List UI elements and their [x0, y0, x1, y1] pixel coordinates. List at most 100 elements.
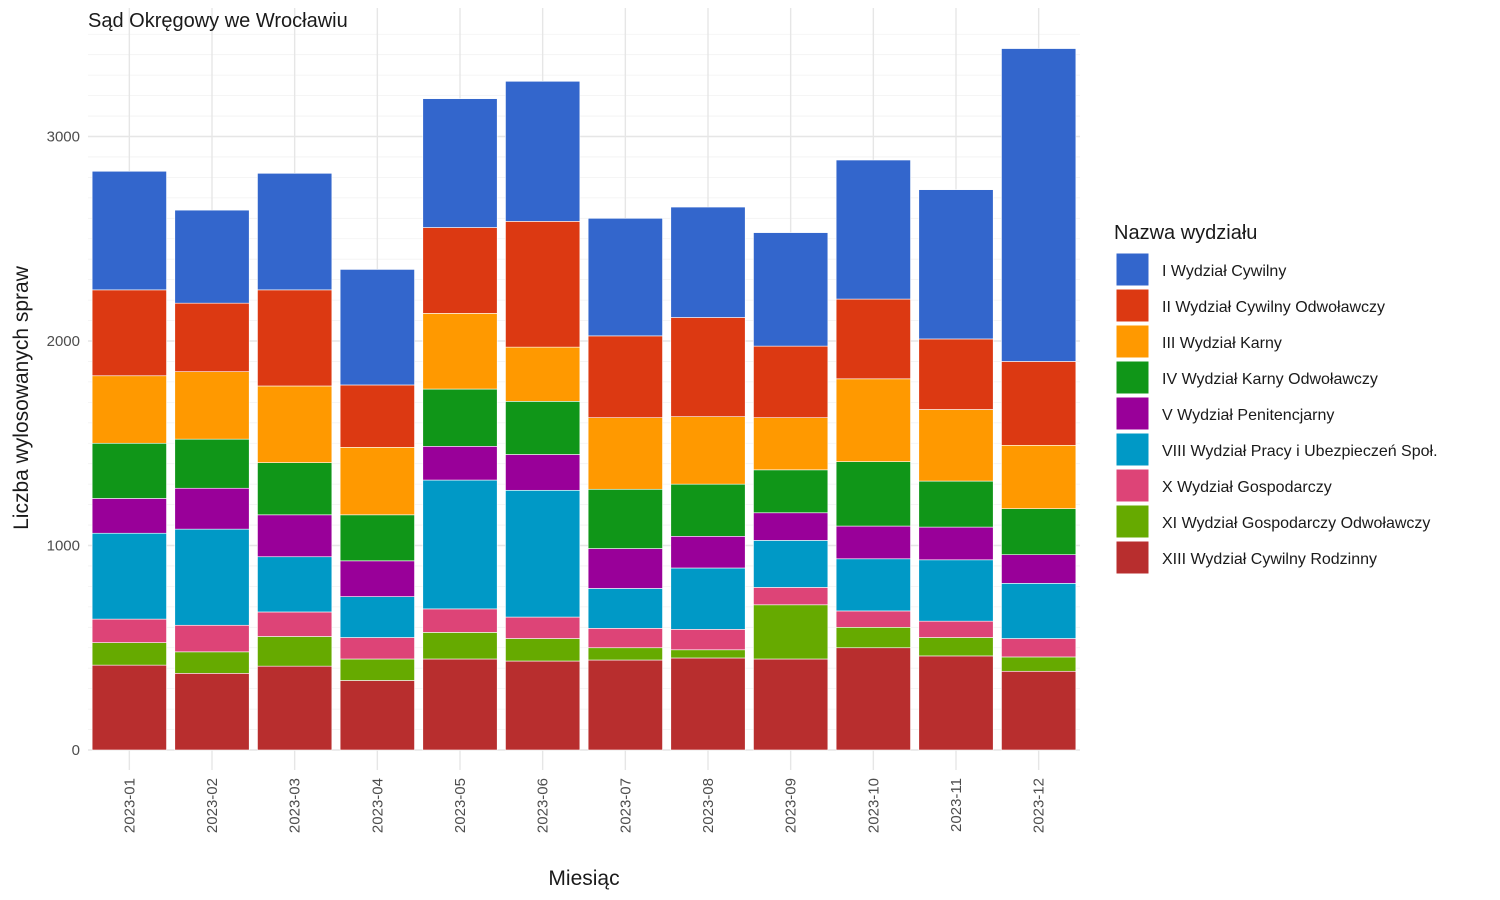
bar-segment — [505, 489, 581, 618]
bar-segment — [1001, 583, 1077, 639]
bar-segment — [257, 289, 333, 387]
bar-segment — [505, 454, 581, 491]
bar-segment — [505, 346, 581, 402]
bar-segment — [1001, 361, 1077, 446]
bar-segment — [174, 209, 250, 304]
bar-segment — [91, 618, 167, 643]
bar-segment — [422, 479, 498, 610]
y-tick-label: 2000 — [47, 333, 80, 350]
x-tick-label: 2023-06 — [535, 778, 552, 833]
legend-label: I Wydział Cywilny — [1162, 263, 1286, 280]
bar-segment — [753, 345, 829, 418]
bar-segment — [670, 649, 746, 659]
x-tick-label: 2023-01 — [121, 778, 138, 833]
x-tick-label: 2023-11 — [948, 778, 965, 832]
bar-segment — [587, 647, 663, 661]
bar-segment — [505, 660, 581, 751]
bar-segment — [587, 488, 663, 549]
bar-segment — [505, 401, 581, 455]
bar-segment — [91, 442, 167, 499]
bar-segment — [257, 173, 333, 291]
bar-segment — [174, 528, 250, 626]
x-tick-label: 2023-10 — [865, 778, 882, 833]
bar-segment — [505, 638, 581, 662]
legend-label: II Wydział Cywilny Odwoławczy — [1162, 299, 1385, 316]
bar-segment — [918, 189, 994, 340]
y-tick-label: 0 — [72, 742, 80, 759]
bar-segment — [91, 375, 167, 444]
bar-segment — [670, 535, 746, 569]
legend-label: XIII Wydział Cywilny Rodzinny — [1162, 551, 1377, 568]
x-axis: 2023-01 2023-02 2023-03 2023-04 2023-05 2023-… — [121, 778, 1047, 833]
bar-segment — [174, 487, 250, 530]
bar-segment — [257, 611, 333, 637]
bar-segment — [339, 384, 415, 448]
bar-segment — [753, 658, 829, 751]
bar-segment — [835, 525, 911, 560]
bar-segment — [753, 604, 829, 660]
legend-label: V Wydział Penitencjarny — [1162, 407, 1334, 424]
y-tick-label: 3000 — [47, 129, 80, 146]
bar-segment — [422, 227, 498, 314]
bar-segment — [835, 378, 911, 462]
legend-swatch — [1115, 396, 1150, 431]
bar-segment — [91, 664, 167, 751]
bar-segment — [339, 658, 415, 681]
x-tick-label: 2023-12 — [1031, 778, 1048, 833]
legend-label: X Wydział Gospodarczy — [1162, 479, 1332, 496]
bar-segment — [422, 98, 498, 228]
bar-segment — [257, 514, 333, 558]
bar-segment — [174, 438, 250, 489]
x-tick-label: 2023-08 — [700, 778, 717, 833]
bar-segment — [91, 498, 167, 534]
x-axis-title: Miesiąc — [548, 867, 619, 890]
bar-segment — [422, 658, 498, 751]
bar-segment — [835, 558, 911, 612]
bar-segment — [918, 338, 994, 410]
bar-segment — [339, 596, 415, 638]
x-tick-label: 2023-07 — [617, 778, 634, 833]
bar-segment — [1001, 554, 1077, 584]
bar-segment — [587, 659, 663, 751]
bar-segment — [1001, 508, 1077, 556]
bar-segment — [835, 159, 911, 300]
bar-segment — [918, 637, 994, 657]
x-tick-label: 2023-04 — [369, 778, 386, 833]
bar-segment — [918, 620, 994, 638]
legend-label: XI Wydział Gospodarczy Odwoławczy — [1162, 515, 1430, 532]
bar-segment — [753, 540, 829, 588]
bar-segment — [670, 416, 746, 485]
bar-segment — [257, 556, 333, 613]
bar-segment — [918, 655, 994, 751]
bar-segment — [835, 610, 911, 628]
bar-segment — [174, 624, 250, 653]
legend-label: VIII Wydział Pracy i Ubezpieczeń Społ. — [1162, 443, 1438, 460]
bar-segment — [753, 587, 829, 606]
legend-swatch — [1115, 288, 1150, 323]
bar-segment — [587, 335, 663, 418]
bar-segment — [587, 548, 663, 589]
bar-segment — [422, 608, 498, 633]
bar-segment — [339, 269, 415, 386]
legend-swatch — [1115, 432, 1150, 467]
legend-title: Nazwa wydziału — [1114, 222, 1257, 244]
bars — [91, 48, 1077, 751]
bar-segment — [587, 588, 663, 629]
bar-segment — [918, 559, 994, 622]
bar-segment — [91, 170, 167, 291]
bar-segment — [670, 206, 746, 318]
bar-segment — [91, 532, 167, 620]
bar-segment — [1001, 670, 1077, 751]
bar-segment — [339, 560, 415, 597]
bar-segment — [918, 480, 994, 528]
bar-segment — [918, 409, 994, 482]
bar-segment — [587, 628, 663, 649]
bar-segment — [587, 417, 663, 490]
bar-segment — [753, 417, 829, 471]
legend-swatch — [1115, 468, 1150, 503]
bar-segment — [174, 651, 250, 674]
bar-segment — [670, 483, 746, 537]
bar-segment — [918, 526, 994, 561]
x-tick-label: 2023-05 — [452, 778, 469, 833]
